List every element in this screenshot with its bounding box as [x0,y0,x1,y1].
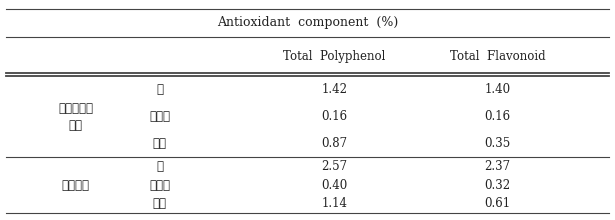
Text: 0.16: 0.16 [484,110,510,123]
Text: 0.61: 0.61 [484,197,510,210]
Text: 스프링클러
관수: 스프링클러 관수 [58,102,93,132]
Text: Total  Flavonoid: Total Flavonoid [450,50,545,63]
Text: 줄기: 줄기 [153,137,167,150]
Text: 잎: 잎 [156,83,164,96]
Text: 0.35: 0.35 [484,137,510,150]
Text: 2.37: 2.37 [484,160,510,173]
Text: 2.57: 2.57 [322,160,347,173]
Text: 1.14: 1.14 [322,197,347,210]
Text: 줄기: 줄기 [153,197,167,210]
Text: Total  Polyphenol: Total Polyphenol [284,50,386,63]
Text: 0.87: 0.87 [322,137,347,150]
Text: 저면관수: 저면관수 [62,178,89,192]
Text: 1.42: 1.42 [322,83,347,96]
Text: 0.16: 0.16 [322,110,347,123]
Text: 0.40: 0.40 [322,178,347,192]
Text: 잎자루: 잎자루 [149,110,170,123]
Text: 잎자루: 잎자루 [149,178,170,192]
Text: Antioxidant  component  (%): Antioxidant component (%) [217,16,398,29]
Text: 잎: 잎 [156,160,164,173]
Text: 0.32: 0.32 [484,178,510,192]
Text: 1.40: 1.40 [484,83,510,96]
